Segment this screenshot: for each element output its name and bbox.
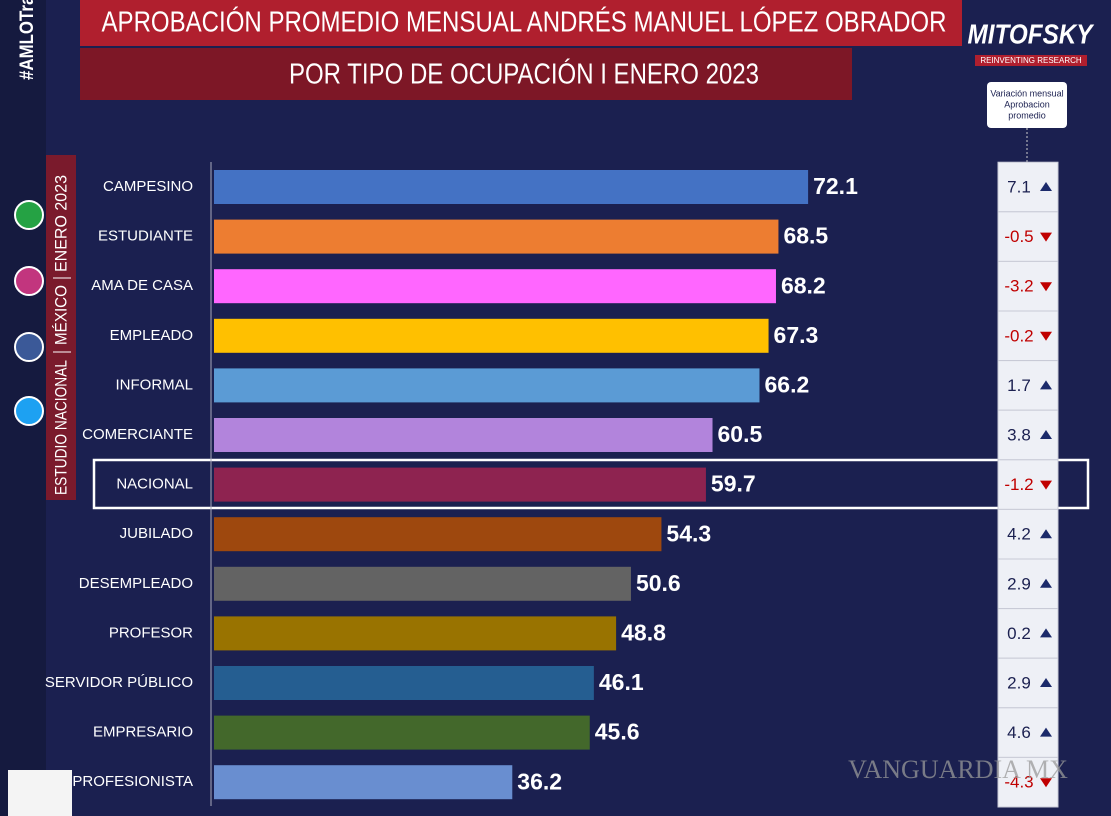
value-label: 36.2 xyxy=(517,768,562,794)
bar xyxy=(214,318,769,353)
change-value: 2.9 xyxy=(1007,574,1031,593)
down-arrow xyxy=(1040,331,1052,341)
sidebar-study: ESTUDIO NACIONAL xyxy=(51,360,70,495)
change-value: 4.2 xyxy=(1007,525,1031,544)
change-value: -3.2 xyxy=(1004,277,1033,296)
bar xyxy=(214,219,779,254)
value-label: 60.5 xyxy=(718,421,763,447)
logo-name: MITOFSKY xyxy=(968,18,1095,49)
value-label: 67.3 xyxy=(774,322,819,348)
change-header-text: promedio xyxy=(1008,110,1046,120)
tracking-poll-logo xyxy=(8,770,72,816)
value-label: 66.2 xyxy=(764,371,809,397)
category-label: EMPRESARIO xyxy=(93,724,193,741)
bar xyxy=(214,666,594,700)
change-value: 1.7 xyxy=(1007,376,1031,395)
category-label: PROFESIONISTA xyxy=(72,773,193,790)
value-label: 59.7 xyxy=(711,471,756,497)
change-header-text: Aprobacion xyxy=(1004,99,1050,109)
bar xyxy=(214,170,809,204)
value-label: 45.6 xyxy=(595,719,640,745)
up-arrow xyxy=(1040,628,1052,638)
up-arrow xyxy=(1040,678,1052,687)
logo-tagline: REINVENTING RESEARCH xyxy=(980,56,1082,65)
up-arrow xyxy=(1040,430,1052,439)
category-label: CAMPESINO xyxy=(103,178,193,195)
chart-subtitle: POR TIPO DE OCUPACIÓN I ENERO 2023 xyxy=(289,58,759,91)
up-arrow xyxy=(1040,529,1052,539)
change-header-box xyxy=(987,82,1067,128)
up-arrow xyxy=(1040,727,1052,737)
whatsapp-icon xyxy=(14,200,44,230)
value-label: 50.6 xyxy=(636,570,681,596)
change-value: 7.1 xyxy=(1007,177,1031,196)
value-label: 68.2 xyxy=(781,272,826,298)
title-banner xyxy=(80,0,962,46)
category-label: INFORMAL xyxy=(115,376,193,393)
category-label: NACIONAL xyxy=(116,476,193,493)
instagram-icon xyxy=(14,266,44,296)
category-label: PROFESOR xyxy=(109,624,193,641)
value-label: 72.1 xyxy=(813,173,858,199)
logo-tagline-bg xyxy=(975,55,1087,66)
chart-title: APROBACIÓN PROMEDIO MENSUAL ANDRÉS MANUE… xyxy=(102,6,947,39)
change-value: 2.9 xyxy=(1007,673,1031,692)
change-value: -1.2 xyxy=(1004,475,1033,494)
change-value: -0.5 xyxy=(1004,227,1033,246)
bar xyxy=(214,467,706,502)
rows: CAMPESINO 72.1 7.1 ESTUDIANTE 68.5 -0.5 AMA DE… xyxy=(45,161,1059,808)
category-label: EMPLEADO xyxy=(110,327,193,344)
bar xyxy=(214,517,662,552)
category-label: ESTUDIANTE xyxy=(98,228,193,245)
bar xyxy=(214,418,713,452)
down-arrow xyxy=(1040,232,1052,242)
subtitle-banner xyxy=(80,48,852,100)
sidebar-date: ENERO 2023 xyxy=(51,175,70,272)
value-label: 68.5 xyxy=(783,223,828,249)
category-label: DESEMPLEADO xyxy=(79,575,193,592)
value-label: 48.8 xyxy=(621,619,666,645)
twitter-icon xyxy=(14,396,44,426)
national-highlight xyxy=(92,458,1090,510)
category-label: SERVIDOR PÚBLICO xyxy=(45,674,193,691)
bar xyxy=(214,616,617,651)
value-label: 54.3 xyxy=(666,520,711,546)
down-arrow xyxy=(1040,282,1052,292)
bar xyxy=(214,368,760,403)
sidebar-country: MÉXICO xyxy=(51,285,70,345)
bar xyxy=(214,269,776,304)
up-arrow xyxy=(1040,182,1052,191)
category-label: JUBILADO xyxy=(120,525,193,542)
change-value: -0.2 xyxy=(1004,326,1033,345)
category-label: AMA DE CASA xyxy=(91,277,193,294)
sidebar-hashtag: #AMLOTrakingPoll xyxy=(17,0,38,80)
change-value: 0.2 xyxy=(1007,624,1031,643)
up-arrow xyxy=(1040,578,1052,588)
value-label: 46.1 xyxy=(599,669,644,695)
change-value: 3.8 xyxy=(1007,425,1031,444)
facebook-icon xyxy=(14,332,44,362)
sidebar-strip xyxy=(46,155,76,500)
change-value: 4.6 xyxy=(1007,723,1031,742)
bar xyxy=(214,566,631,601)
bar xyxy=(214,715,590,750)
change-value: -4.3 xyxy=(1004,773,1033,792)
category-label: COMERCIANTE xyxy=(82,426,193,443)
down-arrow xyxy=(1040,778,1052,788)
up-arrow xyxy=(1040,380,1052,390)
bar xyxy=(214,765,513,800)
change-header-text: Variación mensual xyxy=(990,88,1063,98)
down-arrow xyxy=(1040,480,1052,490)
watermark: VANGUARDIA MX xyxy=(848,755,1068,784)
